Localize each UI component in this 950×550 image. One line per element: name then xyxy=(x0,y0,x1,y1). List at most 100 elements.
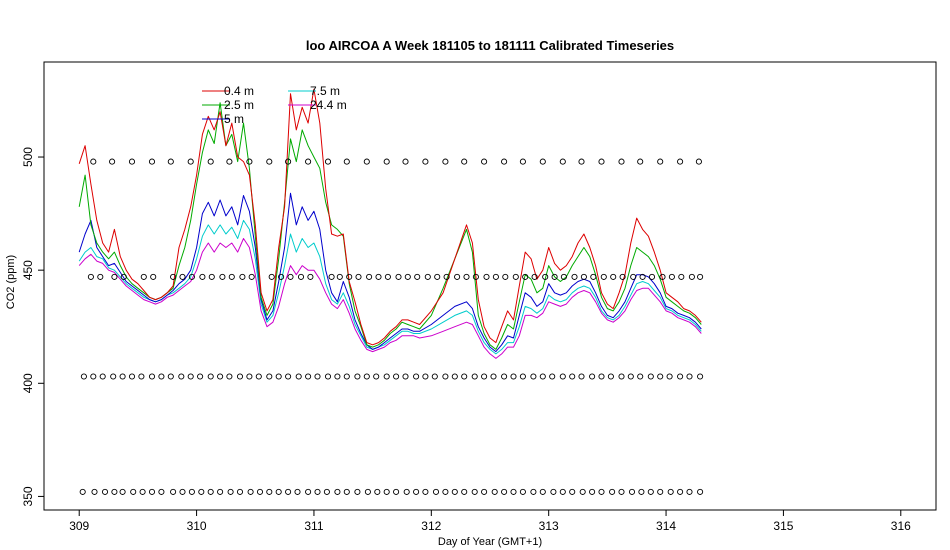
marker-point xyxy=(648,273,656,280)
y-axis: 350 400 450 500 xyxy=(21,147,44,506)
marker-point xyxy=(266,158,273,165)
y-tick-label: 400 xyxy=(21,373,35,393)
marker-point xyxy=(167,158,174,165)
x-tick-label: 316 xyxy=(891,519,911,533)
marker-point xyxy=(383,488,390,495)
marker-point xyxy=(111,273,118,280)
marker-point xyxy=(571,273,578,280)
marker-point xyxy=(598,373,605,380)
marker-point xyxy=(628,488,636,495)
marker-point xyxy=(451,373,458,380)
marker-point xyxy=(580,273,587,280)
marker-point xyxy=(695,158,702,165)
marker-point xyxy=(638,488,645,495)
marker-point xyxy=(343,373,350,380)
marker-point xyxy=(697,273,704,280)
plot-frame xyxy=(43,61,937,511)
marker-point xyxy=(295,373,302,380)
marker-point xyxy=(236,488,244,495)
marker-point xyxy=(395,273,402,280)
marker-point xyxy=(111,488,118,495)
x-tick-label: 314 xyxy=(656,519,676,533)
marker-point xyxy=(549,373,556,380)
marker-point xyxy=(530,488,537,495)
marker-point xyxy=(305,373,312,380)
legend: 0.4 m2.5 m5 m 7.5 m24.4 m xyxy=(202,84,347,126)
marker-point xyxy=(618,373,625,380)
marker-point xyxy=(461,158,468,165)
x-tick-label: 312 xyxy=(421,519,441,533)
marker-point xyxy=(461,373,468,380)
marker-point xyxy=(686,488,693,495)
marker-point xyxy=(170,273,177,280)
y-axis-label: CO2 (ppm) xyxy=(5,255,17,309)
marker-point xyxy=(432,488,440,495)
marker-point xyxy=(91,488,98,495)
legend-label: 24.4 m xyxy=(310,98,347,112)
marker-point xyxy=(530,373,537,380)
x-tick-label: 315 xyxy=(773,519,793,533)
marker-point xyxy=(471,488,478,495)
series-line xyxy=(78,238,702,359)
marker-point xyxy=(578,158,585,165)
marker-point xyxy=(402,373,409,380)
marker-point xyxy=(677,158,684,165)
marker-point xyxy=(569,373,576,380)
marker-point xyxy=(217,373,224,380)
marker-point xyxy=(413,373,420,380)
marker-point xyxy=(336,273,343,280)
marker-point xyxy=(148,488,156,495)
marker-point xyxy=(510,373,517,380)
marker-point xyxy=(403,488,410,495)
marker-point xyxy=(140,273,147,280)
marker-point xyxy=(559,488,566,495)
marker-point xyxy=(324,373,332,380)
marker-point xyxy=(87,273,94,280)
marker-point xyxy=(207,373,214,380)
marker-point xyxy=(188,488,195,495)
x-tick-label: 313 xyxy=(539,519,559,533)
marker-point xyxy=(305,158,312,165)
marker-point xyxy=(559,158,566,165)
marker-point xyxy=(275,488,282,495)
series-line xyxy=(78,192,702,353)
marker-point xyxy=(328,273,335,280)
marker-point xyxy=(373,373,380,380)
marker-point xyxy=(110,373,117,380)
y-tick-label: 350 xyxy=(21,486,35,506)
marker-point xyxy=(424,273,431,280)
marker-point xyxy=(481,158,488,165)
marker-point xyxy=(334,373,341,380)
marker-point xyxy=(598,488,605,495)
marker-point xyxy=(590,273,597,280)
marker-point xyxy=(314,488,321,495)
marker-point xyxy=(239,273,246,280)
marker-point xyxy=(442,158,449,165)
marker-point xyxy=(119,373,126,380)
marker-point xyxy=(285,488,292,495)
marker-point xyxy=(454,273,461,280)
marker-point xyxy=(443,273,450,280)
marker-point xyxy=(630,273,637,280)
marker-point xyxy=(374,488,381,495)
marker-point xyxy=(366,273,373,280)
marker-point xyxy=(275,373,282,380)
legend-label: 7.5 m xyxy=(310,84,340,98)
marker-point xyxy=(579,488,586,495)
marker-point xyxy=(677,488,684,495)
marker-point xyxy=(431,373,438,380)
marker-point xyxy=(501,488,508,495)
marker-point xyxy=(619,273,626,280)
x-tick-label: 311 xyxy=(304,519,323,533)
marker-point xyxy=(610,273,617,280)
marker-point xyxy=(248,273,255,280)
marker-point xyxy=(148,373,156,380)
marker-point xyxy=(600,273,607,280)
marker-point xyxy=(346,273,353,280)
x-axis-label: Day of Year (GMT+1) xyxy=(438,536,542,548)
marker-point xyxy=(148,158,156,165)
marker-point xyxy=(551,273,558,280)
marker-point xyxy=(266,373,273,380)
marker-point xyxy=(607,373,614,380)
marker-point xyxy=(207,488,214,495)
